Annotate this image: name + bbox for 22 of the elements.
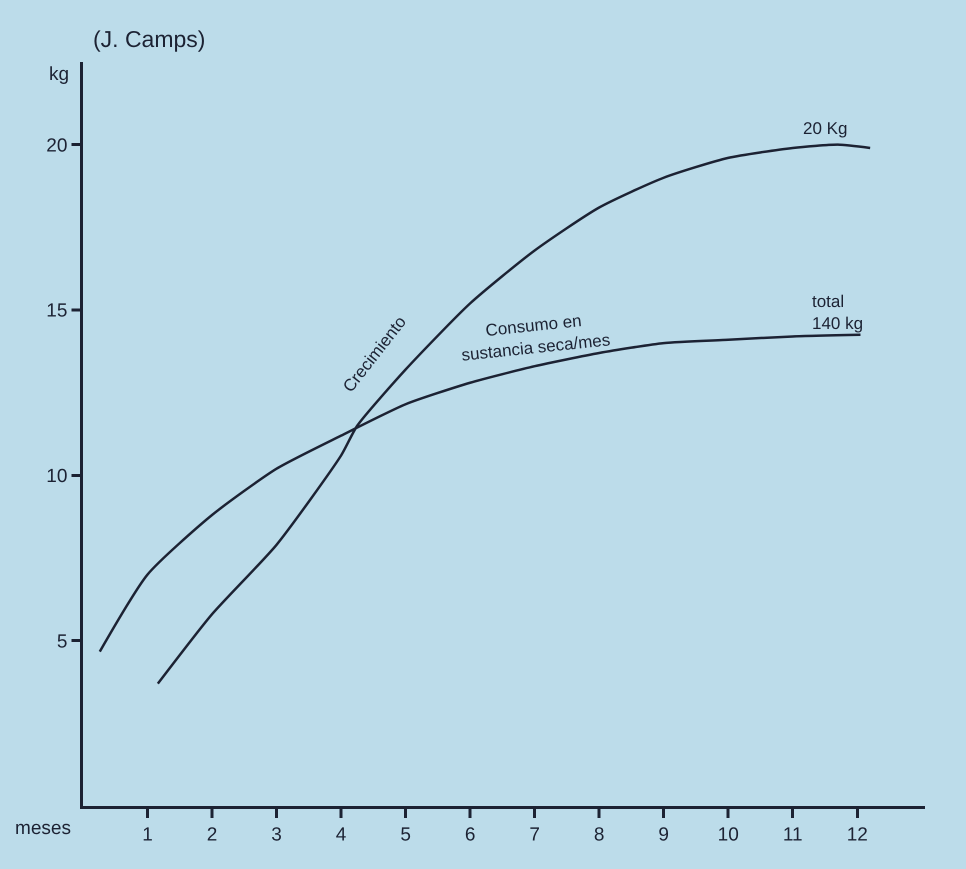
x-tick-label: 12 xyxy=(846,824,868,846)
y-tick-label: 10 xyxy=(46,466,68,487)
x-tick-label: 6 xyxy=(464,824,476,846)
x-tick-label: 7 xyxy=(529,824,540,846)
x-tick-label: 8 xyxy=(594,824,604,846)
x-tick-label: 9 xyxy=(658,824,669,846)
y-tick-label: 15 xyxy=(46,300,68,322)
x-tick-label: 11 xyxy=(782,824,803,846)
annotation: 20 Kg xyxy=(803,119,848,138)
annotation: Consumo en sustancia seca/mes xyxy=(460,311,612,365)
x-tick-label: 4 xyxy=(336,824,347,846)
x-axis-title: meses xyxy=(15,818,71,839)
x-tick-label: 3 xyxy=(271,824,282,846)
x-tick-label: 10 xyxy=(718,824,739,846)
x-tick-label: 5 xyxy=(400,824,411,846)
y-tick-label: 5 xyxy=(56,631,68,652)
x-tick-label: 1 xyxy=(142,824,153,846)
x-tick-label: 2 xyxy=(206,824,218,846)
text: (J. Camps) xyxy=(93,26,206,52)
annotation: total 140 kg xyxy=(812,292,864,334)
y-tick-label: 20 xyxy=(46,135,68,156)
y-axis-title: kg xyxy=(49,64,70,85)
